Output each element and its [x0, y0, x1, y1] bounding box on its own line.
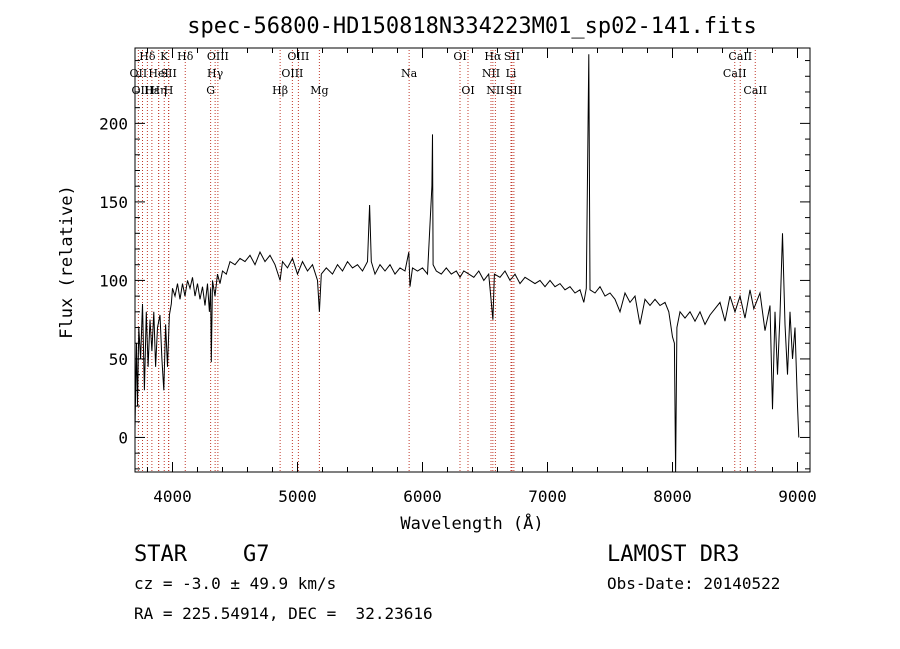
spectrum-line — [134, 54, 800, 473]
line-label-9: Hδ — [177, 50, 194, 63]
line-label-21: SII — [504, 50, 520, 63]
line-label-25: SII — [506, 84, 522, 97]
x-tick-label-3: 7000 — [528, 487, 567, 506]
line-label-0: Hδ — [139, 50, 156, 63]
spectral-line-markers — [137, 50, 756, 472]
line-label-23: Li — [506, 67, 517, 80]
line-label-19: OI — [461, 84, 474, 97]
line-label-4: HeI — [148, 67, 168, 80]
y-tick-label-4: 200 — [99, 114, 128, 133]
line-label-18: OI — [453, 50, 466, 63]
line-label-14: OIII — [281, 67, 303, 80]
line-label-10: OIII — [207, 50, 229, 63]
coordinates: RA = 225.54914, DEC = 32.23616 — [134, 604, 433, 623]
object-class: STAR — [134, 542, 188, 567]
line-label-11: Hγ — [207, 67, 224, 80]
line-label-16: Mg — [310, 84, 328, 97]
redshift-velocity: cz = -3.0 ± 49.9 km/s — [134, 574, 336, 593]
line-label-8: H — [164, 84, 174, 97]
line-label-27: CaII — [723, 67, 747, 80]
line-label-12: G — [206, 84, 215, 97]
x-tick-label-2: 6000 — [403, 487, 442, 506]
line-label-13: OIII — [287, 50, 309, 63]
y-axis-label: Flux (relative) — [57, 185, 77, 339]
line-label-24: NII — [486, 84, 504, 97]
line-label-22: NII — [482, 67, 500, 80]
line-label-15: Hβ — [272, 84, 288, 97]
line-label-3: Hε — [144, 84, 160, 97]
line-label-26: CaII — [728, 50, 752, 63]
chart-title: spec-56800-HD150818N334223M01_sp02-141.f… — [187, 14, 757, 39]
line-label-1: OII — [130, 67, 148, 80]
y-tick-label-3: 150 — [99, 193, 128, 212]
x-axis-ticks: 4000 5000 6000 7000 8000 9000 — [147, 48, 817, 506]
line-label-2: OIII — [131, 84, 153, 97]
line-label-5: K — [160, 50, 169, 63]
y-axis-ticks: 0 50 100 150 200 — [99, 60, 810, 470]
x-tick-label-1: 5000 — [278, 487, 317, 506]
line-label-20: Hα — [484, 50, 502, 63]
line-label-17: Na — [401, 67, 418, 80]
line-label-6: SII — [161, 67, 177, 80]
x-tick-label-5: 9000 — [778, 487, 817, 506]
y-tick-label-0: 0 — [118, 428, 128, 447]
x-tick-label-0: 4000 — [153, 487, 192, 506]
line-label-7: Hη — [151, 84, 167, 97]
y-tick-label-2: 100 — [99, 271, 128, 290]
x-axis-label: Wavelength (Å) — [400, 512, 543, 534]
survey-name: LAMOST DR3 — [607, 542, 739, 567]
plot-frame — [134, 47, 811, 473]
x-tick-label-4: 8000 — [653, 487, 692, 506]
line-label-28: CaII — [743, 84, 767, 97]
y-tick-label-1: 50 — [109, 350, 128, 369]
object-subclass: G7 — [243, 542, 270, 567]
observation-date: Obs-Date: 20140522 — [607, 574, 780, 593]
